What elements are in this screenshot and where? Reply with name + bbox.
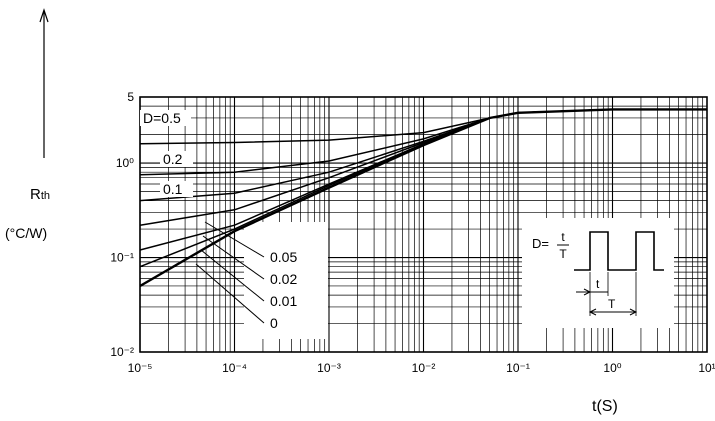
series-line-6 [139, 108, 707, 288]
series-label-bg-6 [267, 315, 282, 331]
series-label-bg-1 [160, 151, 193, 167]
x-tick-label: 10⁻² [412, 361, 436, 375]
series-line-0 [139, 108, 707, 145]
inset-formula-left: D= [532, 236, 549, 251]
inset-pulse-wave [574, 231, 664, 271]
label-panel [244, 222, 328, 339]
x-tick-label: 10⁻³ [317, 361, 341, 375]
x-tick-label: 10⁻¹ [506, 361, 530, 375]
series-label-3: 0.05 [270, 249, 297, 265]
y-tick-label: 10⁻² [110, 345, 134, 359]
y-axis-label: Rth [30, 186, 51, 203]
series-label-2: 0.1 [163, 181, 183, 197]
y-tick-label: 10⁻¹ [110, 251, 134, 265]
series-line-5 [139, 108, 707, 268]
series-line-4 [139, 108, 707, 251]
x-tick-label: 10⁰ [603, 361, 621, 375]
series-leader-4 [202, 235, 265, 280]
series-line-2 [139, 108, 707, 202]
series-label-bg-3 [267, 249, 309, 265]
inset-T-arrowhead-right [629, 308, 638, 316]
inset-formula-num: t [561, 230, 565, 244]
series-line-1 [139, 108, 707, 176]
inset-t-arrowhead [583, 288, 592, 296]
series-label-bg-0 [140, 110, 191, 126]
series-label-6: 0 [270, 315, 278, 331]
x-axis-label: t(S) [592, 398, 618, 415]
inset-label-t: t [596, 277, 600, 291]
plot-frame [139, 96, 708, 353]
series-leader-3 [204, 221, 265, 258]
series-leader-5 [200, 249, 265, 302]
series-label-bg-2 [160, 181, 193, 197]
x-tick-label: 10⁻⁵ [128, 361, 153, 375]
y-axis-unit: (°C/W) [5, 225, 48, 241]
series-label-5: 0.01 [270, 293, 297, 309]
series-line-3 [139, 108, 707, 226]
series-label-4: 0.02 [270, 271, 297, 287]
inset-T-arrowhead-left [588, 308, 597, 316]
series-label-bg-5 [267, 293, 309, 309]
series-leader-6 [195, 263, 265, 324]
y-tick-label: 5 [127, 90, 134, 104]
series-label-bg-4 [267, 271, 309, 287]
series-label-0: D=0.5 [143, 110, 181, 126]
x-tick-label: 10⁻⁴ [222, 361, 247, 375]
y-tick-label: 10⁰ [116, 156, 134, 170]
inset-formula-den: T [559, 247, 567, 261]
inset-panel [522, 218, 674, 328]
x-tick-label: 10¹ [698, 361, 715, 375]
inset-label-T: T [608, 297, 616, 311]
y-axis-arrowhead [39, 8, 49, 23]
series-label-1: 0.2 [163, 151, 183, 167]
